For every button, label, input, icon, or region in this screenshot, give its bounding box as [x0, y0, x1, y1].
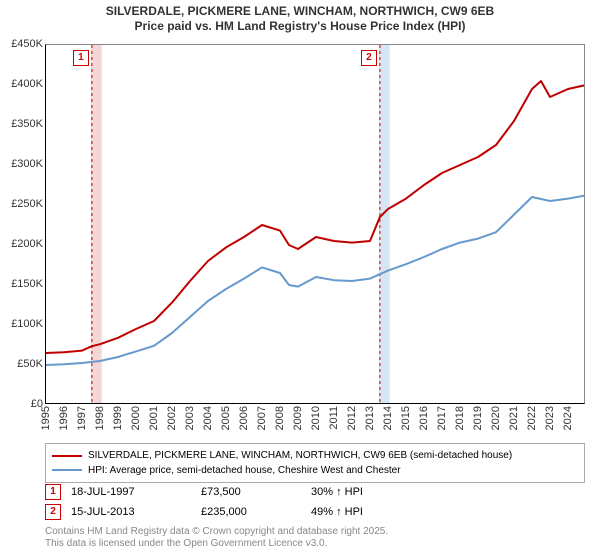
sale-marker: 2 — [361, 50, 377, 66]
sale-marker-box: 2 — [45, 504, 61, 520]
x-tick-label: 1999 — [112, 406, 124, 430]
x-tick-label: 2003 — [184, 406, 196, 430]
legend: SILVERDALE, PICKMERE LANE, WINCHAM, NORT… — [45, 443, 585, 483]
legend-item: SILVERDALE, PICKMERE LANE, WINCHAM, NORT… — [52, 449, 578, 463]
title-line-2: Price paid vs. HM Land Registry's House … — [0, 19, 600, 34]
x-tick-label: 2011 — [328, 406, 340, 430]
chart-container: SILVERDALE, PICKMERE LANE, WINCHAM, NORT… — [0, 0, 600, 560]
x-tick-label: 2010 — [310, 406, 322, 430]
x-tick-label: 2013 — [364, 406, 376, 430]
chart-svg — [46, 45, 585, 404]
sale-date: 15-JUL-2013 — [71, 506, 191, 518]
x-tick-label: 2005 — [220, 406, 232, 430]
x-tick-label: 2004 — [202, 406, 214, 430]
y-tick-label: £0 — [0, 398, 43, 410]
x-tick-label: 2007 — [256, 406, 268, 430]
sale-price: £73,500 — [201, 486, 301, 498]
x-tick-label: 2001 — [148, 406, 160, 430]
sale-row: 2 15-JUL-2013 £235,000 49% ↑ HPI — [45, 504, 585, 520]
x-tick-label: 1995 — [40, 406, 52, 430]
y-tick-label: £400K — [0, 78, 43, 90]
y-tick-label: £350K — [0, 118, 43, 130]
y-tick-label: £250K — [0, 198, 43, 210]
attribution: Contains HM Land Registry data © Crown c… — [45, 526, 388, 550]
x-tick-label: 1998 — [94, 406, 106, 430]
x-tick-label: 1996 — [58, 406, 70, 430]
x-tick-label: 2016 — [418, 406, 430, 430]
sale-marker: 1 — [73, 50, 89, 66]
x-tick-label: 1997 — [76, 406, 88, 430]
y-tick-label: £200K — [0, 238, 43, 250]
x-tick-label: 2014 — [382, 406, 394, 430]
sale-marker-box: 1 — [45, 484, 61, 500]
x-tick-label: 2020 — [490, 406, 502, 430]
sale-row: 1 18-JUL-1997 £73,500 30% ↑ HPI — [45, 484, 585, 500]
sales-table: 1 18-JUL-1997 £73,500 30% ↑ HPI 2 15-JUL-2013… — [45, 484, 585, 524]
x-tick-label: 2009 — [292, 406, 304, 430]
x-tick-label: 2012 — [346, 406, 358, 430]
sale-hpi: 30% ↑ HPI — [311, 486, 411, 498]
x-tick-label: 2021 — [508, 406, 520, 430]
y-tick-label: £100K — [0, 318, 43, 330]
legend-label: HPI: Average price, semi-detached house,… — [88, 464, 401, 478]
legend-label: SILVERDALE, PICKMERE LANE, WINCHAM, NORT… — [88, 449, 512, 463]
x-tick-label: 2022 — [526, 406, 538, 430]
y-tick-label: £50K — [0, 358, 43, 370]
x-tick-label: 2002 — [166, 406, 178, 430]
title-line-1: SILVERDALE, PICKMERE LANE, WINCHAM, NORT… — [0, 4, 600, 19]
x-tick-label: 2023 — [544, 406, 556, 430]
x-tick-label: 2017 — [436, 406, 448, 430]
x-tick-label: 2015 — [400, 406, 412, 430]
legend-swatch — [52, 455, 82, 457]
y-tick-label: £300K — [0, 158, 43, 170]
y-tick-label: £150K — [0, 278, 43, 290]
plot-area — [45, 44, 585, 404]
x-tick-label: 2000 — [130, 406, 142, 430]
attribution-line-1: Contains HM Land Registry data © Crown c… — [45, 526, 388, 538]
legend-swatch — [52, 469, 82, 471]
x-tick-label: 2018 — [454, 406, 466, 430]
x-tick-label: 2006 — [238, 406, 250, 430]
sale-hpi: 49% ↑ HPI — [311, 506, 411, 518]
x-tick-label: 2008 — [274, 406, 286, 430]
x-tick-label: 2019 — [472, 406, 484, 430]
y-tick-label: £450K — [0, 38, 43, 50]
legend-item: HPI: Average price, semi-detached house,… — [52, 464, 578, 478]
sale-price: £235,000 — [201, 506, 301, 518]
chart-title: SILVERDALE, PICKMERE LANE, WINCHAM, NORT… — [0, 0, 600, 34]
sale-date: 18-JUL-1997 — [71, 486, 191, 498]
attribution-line-2: This data is licensed under the Open Gov… — [45, 538, 388, 550]
x-tick-label: 2024 — [562, 406, 574, 430]
